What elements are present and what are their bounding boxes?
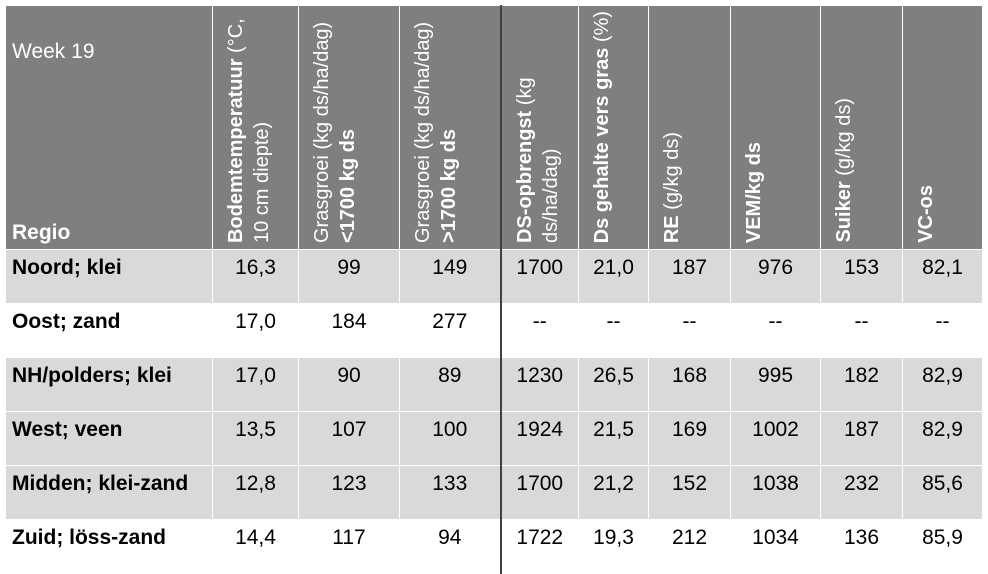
- header-col-text-bold: >1700 kg ds: [438, 129, 460, 243]
- value-cell: 100: [399, 411, 501, 466]
- value-cell: 152: [648, 465, 731, 520]
- value-cell: 212: [648, 519, 731, 574]
- value-cell: 13,5: [212, 411, 299, 466]
- header-col-growth-high: Grasgroei (kg ds/ha/dag) >1700 kg ds: [399, 5, 501, 250]
- value-cell: 149: [399, 249, 501, 304]
- value-cell: 21,5: [578, 411, 649, 466]
- header-row: Week 19 Regio Bodemtemperatuur (°C, 10 c…: [5, 5, 983, 250]
- header-col-vem: VEM/kg ds: [730, 5, 821, 250]
- header-col-ds-yield: DS-opbrengst (kg ds/ha/dag): [499, 5, 579, 250]
- value-cell: 123: [298, 465, 400, 520]
- value-cell: 995: [730, 357, 821, 412]
- value-cell: 1230: [499, 357, 579, 412]
- value-cell: 232: [820, 465, 903, 520]
- header-col-text-normal: (%): [591, 10, 613, 42]
- header-col-text-normal: (g/kg ds): [833, 98, 855, 177]
- value-cell: --: [648, 303, 731, 358]
- table-row: Noord; klei 16,3 99 149 1700 21,0 187 97…: [5, 249, 983, 304]
- value-cell: 82,9: [902, 411, 983, 466]
- header-col-re: RE (g/kg ds): [648, 5, 731, 250]
- table-row: Zuid; löss-zand 14,4 117 94 1722 19,3 21…: [5, 519, 983, 574]
- value-cell: 1034: [730, 519, 821, 574]
- header-col-text-normal: (g/kg ds): [661, 131, 683, 210]
- value-cell: 133: [399, 465, 501, 520]
- value-cell: --: [820, 303, 903, 358]
- value-cell: 1700: [499, 249, 579, 304]
- value-cell: 1722: [499, 519, 579, 574]
- value-cell: --: [730, 303, 821, 358]
- region-cell: Midden; klei-zand: [5, 465, 213, 520]
- header-col-soil-temp: Bodemtemperatuur (°C, 10 cm diepte): [212, 5, 299, 250]
- value-cell: 85,6: [902, 465, 983, 520]
- value-cell: 1002: [730, 411, 821, 466]
- value-cell: 277: [399, 303, 501, 358]
- value-cell: 12,8: [212, 465, 299, 520]
- header-col-vcos: VC-os: [902, 5, 983, 250]
- value-cell: 184: [298, 303, 400, 358]
- header-col-sugar: Suiker (g/kg ds): [820, 5, 903, 250]
- value-cell: 182: [820, 357, 903, 412]
- value-cell: 21,2: [578, 465, 649, 520]
- table-row: Oost; zand 17,0 184 277 -- -- -- -- -- -…: [5, 303, 983, 358]
- grass-growth-table-container: Week 19 Regio Bodemtemperatuur (°C, 10 c…: [5, 5, 983, 574]
- value-cell: 82,9: [902, 357, 983, 412]
- header-col-text-bold: Bodemtemperatuur: [225, 58, 247, 243]
- region-cell: Zuid; löss-zand: [5, 519, 213, 574]
- value-cell: 136: [820, 519, 903, 574]
- value-cell: 187: [820, 411, 903, 466]
- header-col-text-bold: <1700 kg ds: [337, 129, 359, 243]
- value-cell: 19,3: [578, 519, 649, 574]
- value-cell: 17,0: [212, 303, 299, 358]
- value-cell: 1700: [499, 465, 579, 520]
- header-col-text-bold: Suiker: [833, 181, 855, 243]
- header-region-cell: Week 19 Regio: [5, 5, 213, 250]
- value-cell: 153: [820, 249, 903, 304]
- value-cell: 17,0: [212, 357, 299, 412]
- value-cell: 117: [298, 519, 400, 574]
- region-cell: Oost; zand: [5, 303, 213, 358]
- week-label: Week 19: [12, 40, 95, 63]
- value-cell: --: [578, 303, 649, 358]
- value-cell: 107: [298, 411, 400, 466]
- value-cell: 169: [648, 411, 731, 466]
- value-cell: --: [499, 303, 579, 358]
- value-cell: 14,4: [212, 519, 299, 574]
- value-cell: 1924: [499, 411, 579, 466]
- header-col-growth-low: Grasgroei (kg ds/ha/dag) <1700 kg ds: [298, 5, 400, 250]
- value-cell: 168: [648, 357, 731, 412]
- header-col-text-bold: RE: [661, 215, 683, 243]
- region-cell: West; veen: [5, 411, 213, 466]
- value-cell: 21,0: [578, 249, 649, 304]
- value-cell: 94: [399, 519, 501, 574]
- grass-growth-table: Week 19 Regio Bodemtemperatuur (°C, 10 c…: [5, 5, 983, 574]
- value-cell: 90: [298, 357, 400, 412]
- header-col-text-bold: Ds gehalte vers gras: [591, 47, 613, 243]
- region-cell: NH/polders; klei: [5, 357, 213, 412]
- value-cell: 1038: [730, 465, 821, 520]
- header-col-text-bold: DS-opbrengst: [513, 110, 536, 243]
- value-cell: 187: [648, 249, 731, 304]
- header-col-text-bold: VC-os: [915, 185, 937, 243]
- region-cell: Noord; klei: [5, 249, 213, 304]
- header-col-ds-content: Ds gehalte vers gras (%): [578, 5, 649, 250]
- header-col-text-normal: Grasgroei (kg ds/ha/dag): [412, 21, 434, 243]
- table-row: West; veen 13,5 107 100 1924 21,5 169 10…: [5, 411, 983, 466]
- value-cell: 89: [399, 357, 501, 412]
- value-cell: --: [902, 303, 983, 358]
- value-cell: 26,5: [578, 357, 649, 412]
- table-row: NH/polders; klei 17,0 90 89 1230 26,5 16…: [5, 357, 983, 412]
- header-col-text-bold: VEM/kg ds: [743, 141, 765, 243]
- value-cell: 82,1: [902, 249, 983, 304]
- region-column-label: Regio: [12, 221, 71, 244]
- value-cell: 976: [730, 249, 821, 304]
- table-row: Midden; klei-zand 12,8 123 133 1700 21,2…: [5, 465, 983, 520]
- value-cell: 99: [298, 249, 400, 304]
- value-cell: 85,9: [902, 519, 983, 574]
- header-col-text-normal: Grasgroei (kg ds/ha/dag): [311, 21, 333, 243]
- value-cell: 16,3: [212, 249, 299, 304]
